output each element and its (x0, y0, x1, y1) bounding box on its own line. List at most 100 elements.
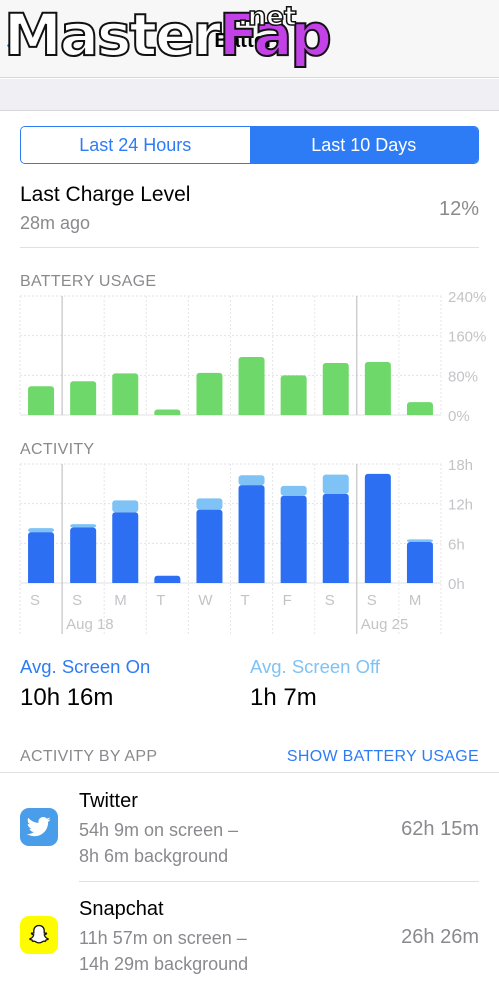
segment-last-10-days[interactable]: Last 10 Days (249, 127, 478, 163)
app-name: Twitter (79, 790, 138, 812)
bar (196, 509, 223, 583)
last-charge-time: 28m ago (20, 213, 91, 233)
x-tick-label: S (72, 592, 82, 609)
bar (280, 495, 307, 583)
app-detail-background: 8h 6m background (79, 846, 229, 866)
app-row-twitter[interactable]: Twitter 54h 9m on screen – 8h 6m backgro… (0, 773, 499, 882)
battery-usage-chart[interactable]: 240% 160% 80% 0% (0, 280, 499, 430)
bar (70, 527, 97, 583)
bar (112, 373, 139, 415)
bar (196, 372, 223, 415)
bar-base (154, 580, 181, 583)
bar (364, 361, 391, 415)
bar-base (406, 580, 433, 583)
bar (364, 473, 391, 583)
section-spacer (0, 79, 499, 111)
watermark-tld: .net (237, 1, 297, 33)
bar (28, 386, 55, 415)
y-tick-label: 12h (448, 497, 473, 514)
bar-base (238, 412, 265, 415)
bar (406, 542, 433, 583)
app-row-snapchat[interactable]: Snapchat 11h 57m on screen – 14h 29m bac… (0, 881, 499, 989)
avg-screen-off-value: 1h 7m (250, 684, 317, 711)
y-tick-label: 80% (448, 368, 478, 385)
app-detail-background: 14h 29m background (79, 954, 249, 974)
bar (112, 500, 139, 513)
bar-base (238, 580, 265, 583)
bar-base (322, 412, 349, 415)
date-label: Aug 18 (66, 616, 114, 633)
bar (196, 498, 223, 510)
app-total-time: 62h 15m (401, 818, 479, 840)
bar-base (364, 580, 391, 583)
bar-base (28, 412, 55, 415)
divider (20, 247, 479, 248)
divider (0, 772, 499, 773)
y-tick-label: 240% (448, 289, 486, 306)
bar-base (196, 412, 223, 415)
avg-screen-off-label: Avg. Screen Off (250, 656, 380, 677)
x-tick-label: T (241, 592, 250, 609)
bar-base (112, 580, 139, 583)
bar (406, 402, 433, 415)
x-tick-label: S (367, 592, 377, 609)
bar-base (70, 412, 97, 415)
date-label: Aug 25 (361, 616, 409, 633)
y-tick-label: 6h (448, 536, 465, 553)
app-detail-screen: 11h 57m on screen – (79, 928, 247, 948)
x-tick-label: M (114, 592, 127, 609)
snapchat-ghost-icon (20, 916, 58, 954)
show-battery-usage-button[interactable]: SHOW BATTERY USAGE (286, 748, 479, 765)
bar-base (28, 580, 55, 583)
bar (238, 475, 265, 486)
bar-base (280, 580, 307, 583)
app-name: Snapchat (79, 898, 164, 920)
segment-last-24-hours[interactable]: Last 24 Hours (21, 127, 250, 163)
x-tick-label: W (198, 592, 213, 609)
bar-base (280, 412, 307, 415)
bar (238, 485, 265, 583)
activity-by-app-label: ACTIVITY BY APP (20, 748, 158, 765)
bar (28, 528, 55, 533)
bar (70, 381, 97, 415)
divider (79, 881, 479, 882)
x-tick-label: T (156, 592, 165, 609)
bar-base (196, 580, 223, 583)
y-tick-label: 0% (448, 408, 470, 425)
last-charge-title: Last Charge Level (20, 183, 191, 206)
bar-base (112, 412, 139, 415)
watermark-logo: MasterFap (3, 1, 333, 69)
y-tick-label: 160% (448, 329, 486, 346)
bar (322, 493, 349, 583)
bar (322, 474, 349, 494)
battery-usage-label: BATTERY USAGE (20, 273, 157, 290)
twitter-bird-icon (20, 808, 58, 846)
bar-base (406, 412, 433, 415)
bar (322, 362, 349, 415)
app-detail-screen: 54h 9m on screen – (79, 820, 239, 840)
bar (406, 539, 433, 543)
y-tick-label: 0h (448, 576, 465, 593)
bar (280, 375, 307, 415)
activity-label: ACTIVITY (20, 441, 95, 458)
bar (238, 356, 265, 415)
page-title: Battery (214, 30, 285, 52)
avg-screen-on-label: Avg. Screen On (20, 656, 151, 677)
last-charge-level: 12% (438, 198, 479, 220)
bar-base (322, 580, 349, 583)
bar-base (364, 412, 391, 415)
back-chevron-icon[interactable]: ‹ (6, 28, 16, 59)
app-total-time: 26h 26m (401, 926, 479, 948)
x-tick-label: S (325, 592, 335, 609)
x-tick-label: M (409, 592, 422, 609)
bar (70, 524, 97, 528)
bar (112, 512, 139, 583)
bar (28, 532, 55, 583)
bar-base (154, 412, 181, 415)
bar-base (70, 580, 97, 583)
x-tick-label: F (283, 592, 292, 609)
navigation-bar: ‹ Battery MasterFap .net (0, 0, 499, 78)
time-range-segmented-control: Last 24 Hours Last 10 Days (20, 126, 479, 164)
x-tick-label: S (30, 592, 40, 609)
